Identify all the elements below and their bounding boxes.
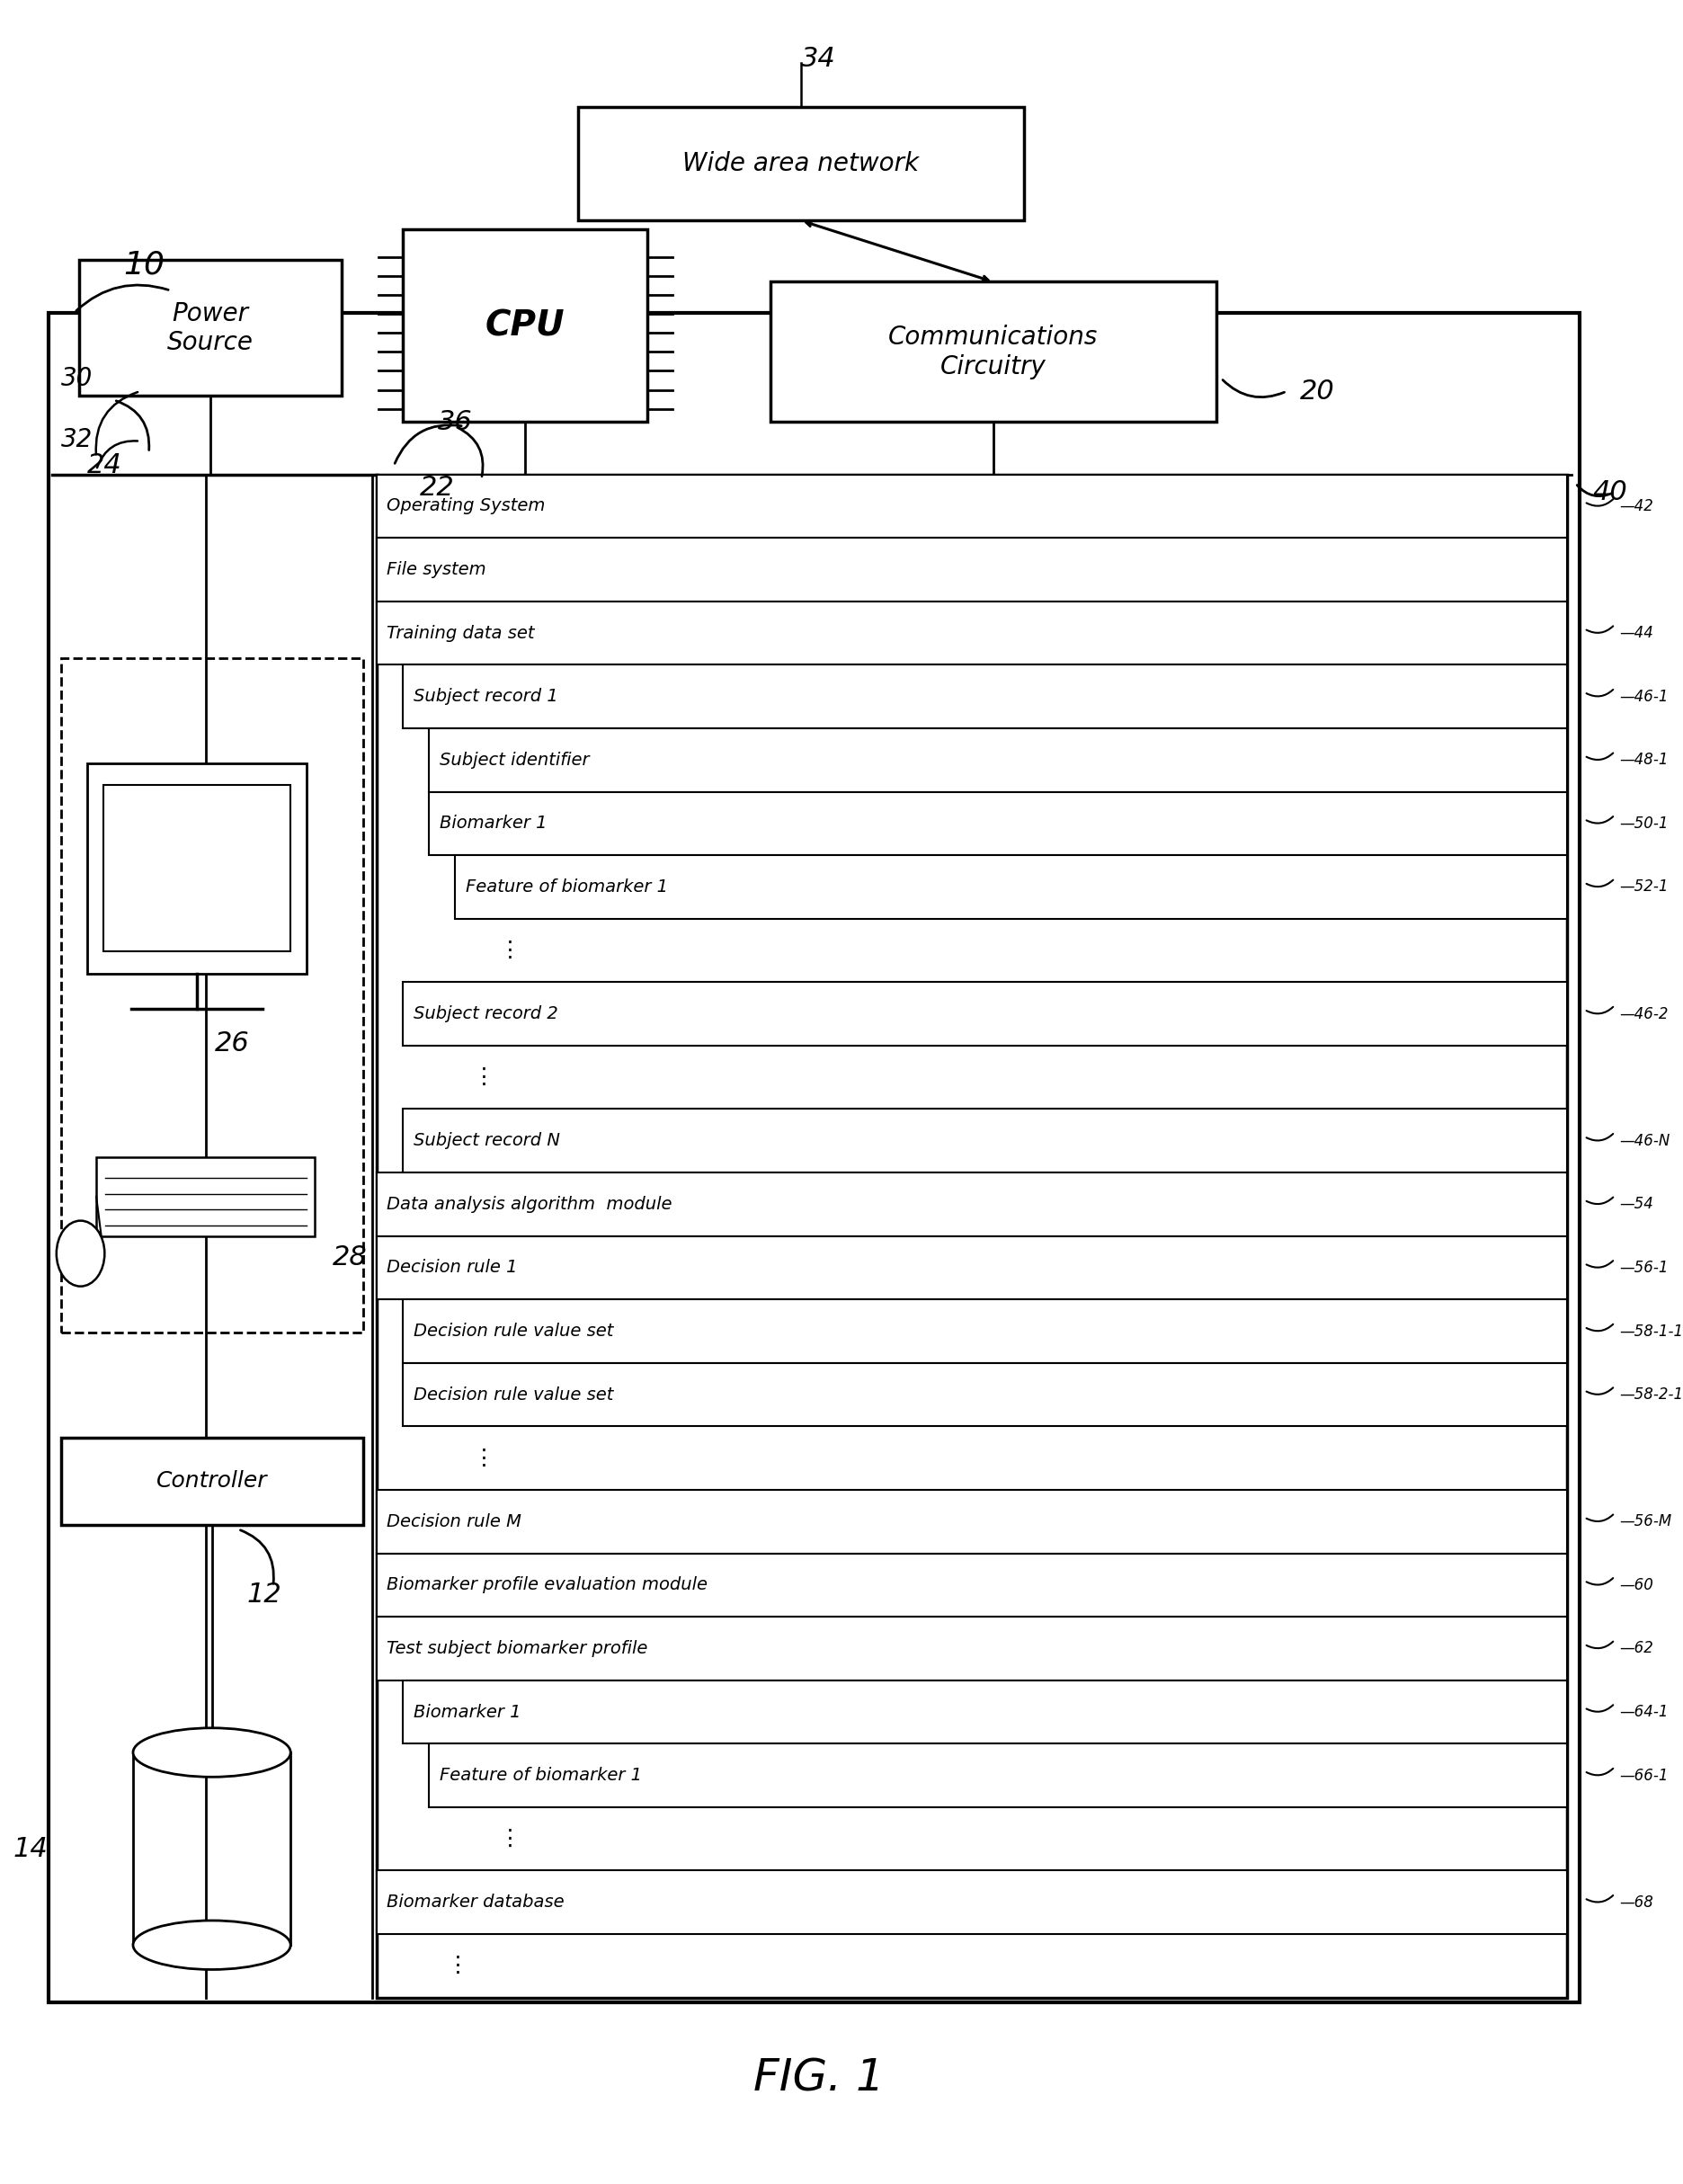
Text: —58-2-1: —58-2-1	[1619, 1387, 1683, 1402]
Text: 32: 32	[61, 426, 93, 452]
Text: Decision rule M: Decision rule M	[387, 1514, 522, 1531]
Text: Subject record N: Subject record N	[412, 1131, 560, 1149]
Text: Decision rule 1: Decision rule 1	[387, 1260, 518, 1275]
Bar	[377, 1173, 1567, 1236]
Text: Training data set: Training data set	[387, 625, 535, 642]
Text: —66-1: —66-1	[1619, 1767, 1668, 1784]
Bar	[377, 1872, 1567, 1935]
Text: —68: —68	[1619, 1894, 1653, 1911]
Bar	[402, 1299, 1567, 1363]
Text: —50-1: —50-1	[1619, 815, 1668, 832]
Text: 20: 20	[1299, 378, 1335, 404]
Text: —54: —54	[1619, 1197, 1653, 1212]
Text: 24: 24	[88, 452, 123, 478]
Ellipse shape	[133, 1728, 291, 1778]
Text: —48-1: —48-1	[1619, 751, 1668, 769]
Bar	[377, 537, 1567, 601]
Bar	[61, 657, 364, 1332]
Bar	[429, 793, 1567, 856]
Text: ⋮: ⋮	[473, 1448, 495, 1470]
Bar	[61, 1437, 364, 1524]
Text: Test subject biomarker profile: Test subject biomarker profile	[387, 1640, 648, 1658]
Text: —46-1: —46-1	[1619, 688, 1668, 705]
Bar	[49, 312, 1580, 2003]
Text: Communications
Circuitry: Communications Circuitry	[889, 325, 1099, 380]
Bar	[377, 474, 1567, 1998]
Text: —46-2: —46-2	[1619, 1007, 1668, 1022]
Text: 26: 26	[214, 1031, 249, 1057]
Text: Decision rule value set: Decision rule value set	[412, 1324, 613, 1339]
Text: FIG. 1: FIG. 1	[754, 2057, 885, 2099]
Bar	[402, 664, 1567, 727]
Text: —56-1: —56-1	[1619, 1260, 1668, 1275]
Bar	[103, 786, 291, 952]
Text: Biomarker 1: Biomarker 1	[439, 815, 547, 832]
Text: —46-N: —46-N	[1619, 1133, 1670, 1149]
Text: 10: 10	[125, 249, 165, 280]
Bar	[429, 1743, 1567, 1806]
Text: Biomarker 1: Biomarker 1	[412, 1704, 520, 1721]
Text: —60: —60	[1619, 1577, 1653, 1592]
Text: Subject identifier: Subject identifier	[439, 751, 589, 769]
Text: —58-1-1: —58-1-1	[1619, 1324, 1683, 1339]
Text: 22: 22	[421, 474, 454, 500]
Bar	[429, 727, 1567, 793]
Bar	[79, 260, 342, 395]
Text: Power
Source: Power Source	[167, 301, 252, 356]
Bar	[377, 1236, 1567, 1299]
Text: ⋮: ⋮	[473, 1066, 495, 1088]
Text: ⋮: ⋮	[446, 1955, 470, 1977]
Bar	[377, 1553, 1567, 1616]
Text: Operating System: Operating System	[387, 498, 545, 515]
Bar	[88, 762, 306, 974]
Bar	[377, 474, 1567, 537]
Text: —64-1: —64-1	[1619, 1704, 1668, 1721]
Bar	[402, 983, 1567, 1046]
Text: Feature of biomarker 1: Feature of biomarker 1	[439, 1767, 641, 1784]
Bar	[771, 282, 1217, 422]
Text: Decision rule value set: Decision rule value set	[412, 1387, 613, 1402]
Bar	[402, 229, 648, 422]
Bar	[577, 107, 1023, 221]
Text: Controller: Controller	[157, 1470, 268, 1492]
Bar	[454, 856, 1567, 919]
Ellipse shape	[57, 1221, 104, 1286]
Text: File system: File system	[387, 561, 486, 579]
Text: Biomarker database: Biomarker database	[387, 1894, 564, 1911]
Text: 36: 36	[438, 408, 473, 435]
Text: Feature of biomarker 1: Feature of biomarker 1	[466, 878, 668, 895]
Text: Wide area network: Wide area network	[683, 151, 919, 177]
Text: —52-1: —52-1	[1619, 878, 1668, 895]
Bar	[96, 1158, 315, 1236]
Text: CPU: CPU	[485, 308, 565, 343]
Bar	[377, 601, 1567, 664]
Text: Subject record 1: Subject record 1	[412, 688, 557, 705]
Text: 28: 28	[333, 1245, 367, 1271]
Text: 40: 40	[1594, 478, 1627, 505]
Text: Data analysis algorithm  module: Data analysis algorithm module	[387, 1195, 672, 1212]
Text: 12: 12	[247, 1581, 281, 1607]
Text: —42: —42	[1619, 498, 1653, 513]
Text: 30: 30	[61, 365, 93, 391]
Bar	[377, 1489, 1567, 1553]
Bar	[402, 1679, 1567, 1743]
Text: ⋮: ⋮	[498, 1828, 522, 1850]
Text: ⋮: ⋮	[498, 939, 522, 961]
Ellipse shape	[133, 1920, 291, 1970]
Text: —62: —62	[1619, 1640, 1653, 1658]
Text: 14: 14	[13, 1837, 49, 1861]
Bar	[402, 1109, 1567, 1173]
Bar	[377, 1616, 1567, 1679]
Text: 34: 34	[801, 46, 836, 72]
Text: Subject record 2: Subject record 2	[412, 1005, 557, 1022]
Text: Biomarker profile evaluation module: Biomarker profile evaluation module	[387, 1577, 709, 1594]
Text: —44: —44	[1619, 625, 1653, 642]
Text: —56-M: —56-M	[1619, 1514, 1671, 1529]
Bar	[402, 1363, 1567, 1426]
